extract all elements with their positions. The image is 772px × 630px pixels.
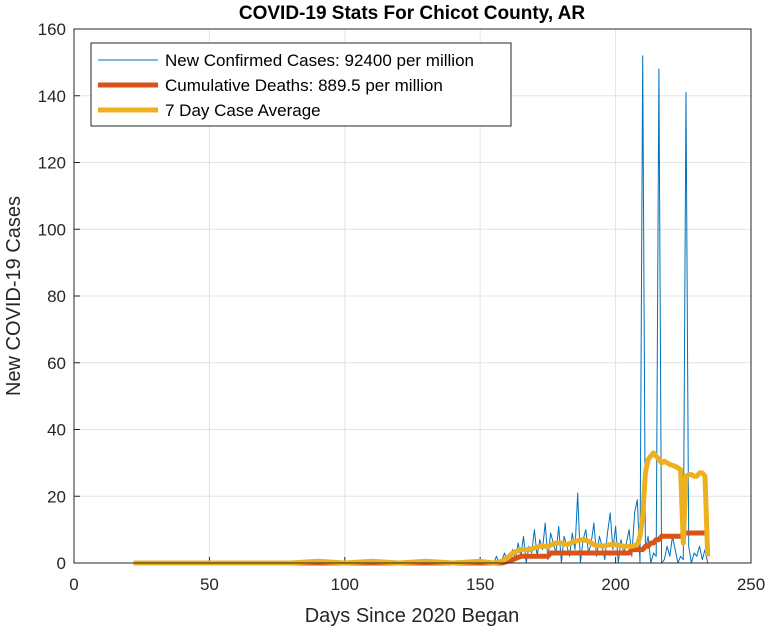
y-tick-label: 0 — [57, 554, 66, 573]
x-tick-label: 0 — [69, 575, 78, 594]
legend-label-1: Cumulative Deaths: 889.5 per million — [165, 76, 443, 95]
x-axis-label: Days Since 2020 Began — [305, 605, 520, 627]
y-tick-label: 60 — [47, 354, 66, 373]
x-tick-label: 100 — [331, 575, 359, 594]
y-tick-label: 20 — [47, 487, 66, 506]
y-tick-label: 160 — [38, 20, 66, 39]
plot-frame — [73, 28, 752, 564]
y-tick-label: 80 — [47, 287, 66, 306]
x-tick-label: 150 — [466, 575, 494, 594]
x-tick-label: 50 — [200, 575, 219, 594]
legend-label-0: New Confirmed Cases: 92400 per million — [165, 51, 474, 70]
legend-box — [90, 42, 512, 127]
series-line-1 — [133, 530, 705, 566]
chart-title: COVID-19 Stats For Chicot County, AR — [239, 3, 586, 24]
legend-label-2: 7 Day Case Average — [165, 101, 321, 120]
x-tick-label: 200 — [601, 575, 629, 594]
ticks: 0 50 100 150 200 250 0 20 40 60 80 100 120 140 160 — [38, 20, 766, 594]
y-tick-label: 120 — [38, 154, 66, 173]
y-tick-label: 100 — [38, 220, 66, 239]
y-tick-label: 140 — [38, 87, 66, 106]
legend: New Confirmed Cases: 92400 per million Cu… — [90, 42, 512, 127]
y-axis-label: New COVID-19 Cases — [3, 196, 25, 396]
y-tick-label: 40 — [47, 421, 66, 440]
x-tick-label: 250 — [737, 575, 765, 594]
